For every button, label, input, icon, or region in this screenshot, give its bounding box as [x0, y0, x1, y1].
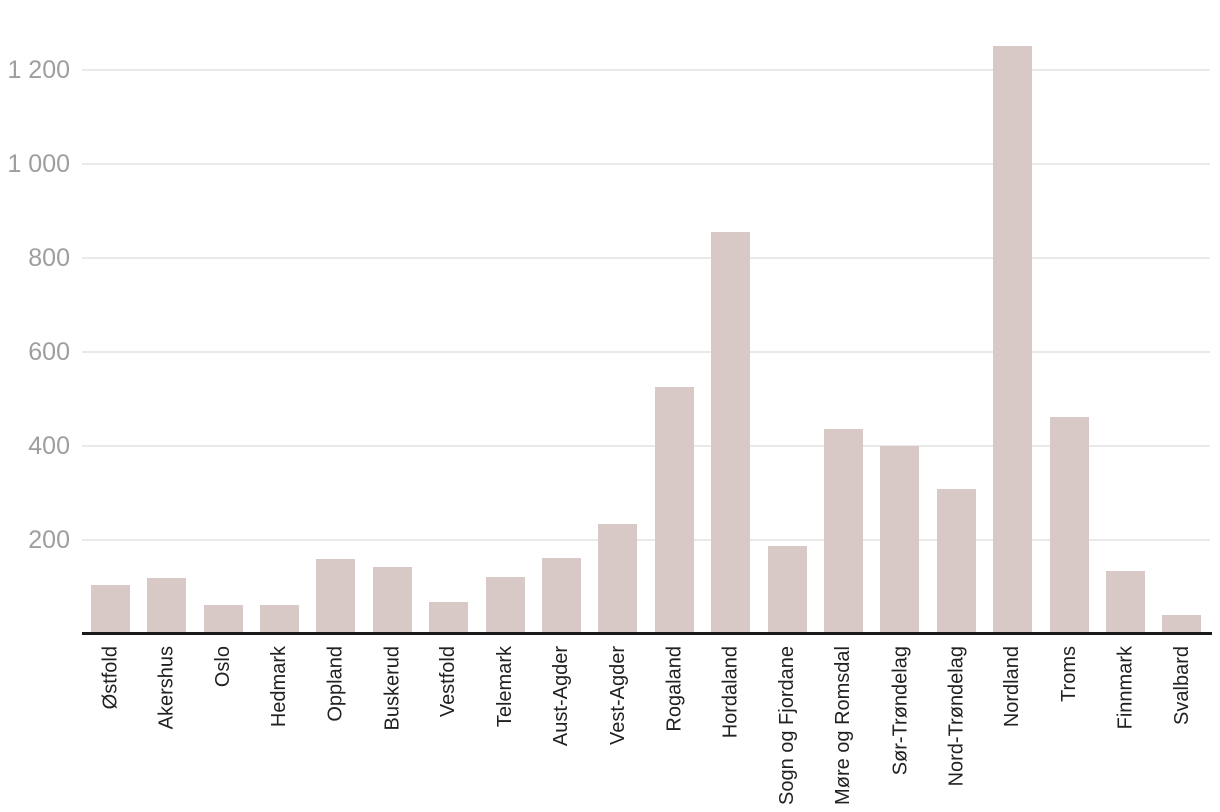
bar-telemark[interactable] — [485, 576, 525, 632]
x-category-label-buskerud: Buskerud — [381, 646, 404, 731]
grid-line-800 — [82, 256, 1210, 259]
x-category-label-telemark: Telemark — [494, 646, 516, 728]
y-tick-label-200: 200 — [28, 525, 70, 554]
x-category-label-hedmark: Hedmark — [268, 646, 291, 728]
x-category-label-nord-trondelag: Nord-Trøndelag — [945, 646, 968, 787]
x-category-label-ostfold: Østfold — [99, 646, 122, 710]
grid-line-200 — [82, 538, 1210, 541]
bar-vest-agder[interactable] — [598, 523, 638, 632]
x-category-label-finnmark: Finnmark — [1114, 646, 1137, 730]
x-category-label-aust-agder: Aust-Agder — [550, 646, 573, 747]
bar-akershus[interactable] — [147, 578, 187, 632]
bar-sor-trondelag[interactable] — [880, 446, 920, 632]
x-category-label-nordland: Nordland — [1001, 646, 1024, 728]
bar-nord-trondelag[interactable] — [936, 488, 976, 632]
x-category-label-svalbard: Svalbard — [1170, 646, 1193, 725]
grid-line-600 — [82, 350, 1210, 353]
bar-oppland[interactable] — [316, 558, 356, 632]
y-tick-label-400: 400 — [28, 431, 70, 460]
y-tick-label-600: 600 — [28, 337, 70, 366]
grid-line-1000 — [82, 162, 1210, 165]
x-axis-line — [82, 632, 1212, 635]
bar-nordland[interactable] — [993, 46, 1033, 632]
x-category-label-sogn-og-fjordane: Sogn og Fjordane — [776, 646, 798, 806]
bar-ostfold[interactable] — [90, 584, 130, 632]
bar-svalbard[interactable] — [1162, 614, 1202, 632]
y-tick-label-1000: 1 000 — [7, 149, 70, 178]
bar-troms[interactable] — [1049, 416, 1089, 632]
x-category-label-oppland: Oppland — [324, 646, 347, 722]
x-category-label-rogaland: Rogaland — [663, 646, 686, 732]
bar-hedmark[interactable] — [259, 605, 299, 632]
bar-oslo[interactable] — [203, 605, 243, 632]
bar-aust-agder[interactable] — [541, 558, 581, 632]
x-category-label-more-og-romsdal: Møre og Romsdal — [832, 646, 855, 805]
bar-rogaland[interactable] — [654, 387, 694, 632]
bar-buskerud[interactable] — [372, 567, 412, 632]
bar-sogn-og-fjordane[interactable] — [767, 546, 807, 632]
grid-line-1200 — [82, 68, 1210, 71]
x-category-label-sor-trondelag: Sør-Trøndelag — [888, 646, 911, 776]
x-category-label-troms: Troms — [1058, 646, 1080, 702]
x-category-label-vestfold: Vestfold — [437, 646, 460, 718]
y-tick-label-800: 800 — [28, 243, 70, 272]
x-category-label-hordaland: Hordaland — [719, 646, 742, 739]
bar-more-og-romsdal[interactable] — [823, 428, 863, 632]
bar-vestfold[interactable] — [429, 602, 469, 632]
x-category-label-oslo: Oslo — [212, 646, 234, 688]
grid-line-400 — [82, 444, 1210, 447]
bar-hordaland[interactable] — [711, 231, 751, 632]
x-category-label-akershus: Akershus — [155, 646, 178, 730]
y-tick-label-1200: 1 200 — [7, 55, 70, 84]
bar-finnmark[interactable] — [1105, 571, 1145, 632]
x-category-label-vest-agder: Vest-Agder — [606, 646, 629, 745]
